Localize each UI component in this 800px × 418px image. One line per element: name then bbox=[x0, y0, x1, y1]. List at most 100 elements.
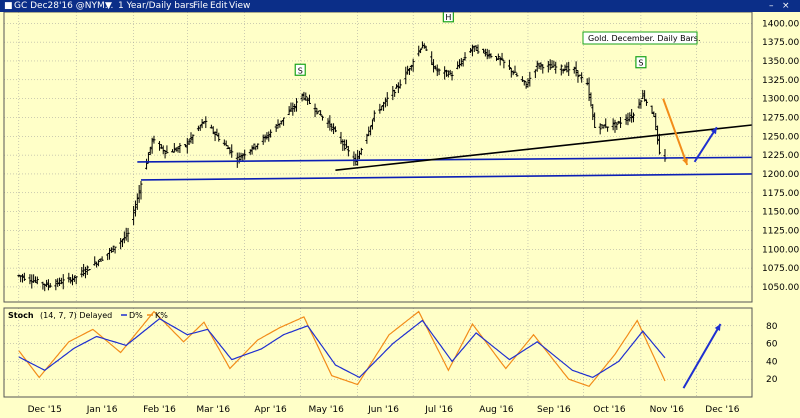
close-icon[interactable]: × bbox=[782, 1, 790, 11]
symbol-label: GC Dec28'16 @NYM... bbox=[14, 1, 114, 11]
price-bar bbox=[515, 72, 519, 77]
interval-label[interactable]: 1 Year/Daily bars bbox=[118, 1, 194, 11]
price-bar bbox=[269, 129, 273, 138]
price-bar bbox=[243, 149, 247, 160]
price-bar bbox=[580, 72, 584, 83]
price-bar bbox=[356, 149, 360, 166]
price-bar bbox=[230, 144, 234, 158]
price-bar bbox=[250, 145, 254, 155]
price-bar bbox=[485, 48, 489, 60]
menu-edit[interactable]: Edit bbox=[210, 1, 228, 11]
price-bar bbox=[289, 102, 293, 112]
price-bar bbox=[228, 147, 232, 155]
price-bar bbox=[628, 112, 632, 122]
stoch-y-tick-label: 80 bbox=[766, 322, 778, 332]
price-bar bbox=[500, 52, 504, 61]
price-bar bbox=[450, 71, 454, 81]
price-bar bbox=[593, 112, 597, 128]
price-bar bbox=[204, 116, 208, 129]
price-bar bbox=[535, 60, 539, 72]
price-bar bbox=[72, 275, 76, 282]
price-bar bbox=[476, 44, 480, 54]
y-tick-label: 1125.00 bbox=[762, 226, 799, 236]
price-bar bbox=[139, 180, 143, 200]
price-bar bbox=[307, 94, 311, 105]
y-tick-label: 1350.00 bbox=[762, 57, 799, 67]
price-trendlines: S H S bbox=[137, 12, 753, 181]
price-bar bbox=[602, 125, 606, 129]
x-tick-label: Nov '16 bbox=[650, 405, 685, 415]
price-bar bbox=[185, 137, 189, 154]
price-bar bbox=[43, 283, 47, 292]
x-tick-label: Aug '16 bbox=[479, 405, 514, 415]
legend-k: K% bbox=[155, 311, 168, 320]
price-bar bbox=[409, 64, 413, 71]
price-bar bbox=[98, 258, 102, 262]
svg-text:H: H bbox=[445, 13, 451, 22]
price-bar bbox=[407, 67, 411, 75]
chevron-down-icon: ▼ bbox=[105, 1, 112, 11]
price-bar bbox=[650, 105, 654, 114]
y-tick-label: 1275.00 bbox=[762, 113, 799, 123]
price-bar bbox=[482, 48, 486, 54]
price-bar bbox=[80, 267, 84, 278]
price-bar bbox=[572, 66, 576, 74]
price-bar bbox=[287, 106, 291, 116]
price-bar bbox=[385, 92, 389, 107]
price-bar bbox=[282, 117, 286, 126]
price-bar bbox=[643, 90, 647, 102]
menu-view[interactable]: View bbox=[229, 1, 251, 11]
price-bar bbox=[187, 138, 191, 146]
price-bar bbox=[615, 122, 619, 130]
price-bar bbox=[406, 65, 410, 75]
x-tick-label: Apr '16 bbox=[254, 405, 287, 415]
price-bar bbox=[265, 132, 269, 140]
price-bar bbox=[343, 139, 347, 151]
price-bar bbox=[494, 56, 498, 61]
window-title-bar: ■ GC Dec28'16 @NYM... ▼ 1 Year/Daily bar… bbox=[0, 0, 800, 12]
pattern-label: H bbox=[442, 12, 454, 23]
price-bar bbox=[22, 272, 26, 281]
price-bar bbox=[252, 143, 256, 150]
price-bar bbox=[21, 273, 25, 283]
price-bar bbox=[576, 70, 580, 83]
price-arrow bbox=[693, 126, 718, 163]
y-tick-label: 1300.00 bbox=[762, 95, 799, 105]
chart-area: S H S Dec '15 Jan '16 Feb '16 Mar '16 Apr '16 M… bbox=[0, 12, 800, 418]
price-bar bbox=[82, 263, 86, 277]
price-bar bbox=[191, 134, 195, 144]
price-bar bbox=[150, 137, 154, 154]
x-tick-label: Dec '16 bbox=[705, 405, 739, 415]
price-bar bbox=[172, 143, 176, 153]
price-bar bbox=[432, 59, 436, 73]
price-bar bbox=[422, 43, 426, 49]
price-bar bbox=[430, 51, 434, 66]
price-bar bbox=[470, 44, 474, 57]
price-bar bbox=[306, 97, 310, 105]
price-bar bbox=[487, 49, 491, 59]
price-bar bbox=[404, 66, 408, 85]
price-bar bbox=[632, 112, 636, 123]
price-bar bbox=[513, 65, 517, 73]
price-bar bbox=[137, 185, 141, 203]
price-bar bbox=[33, 276, 37, 283]
price-bar bbox=[463, 52, 467, 61]
minimize-icon[interactable]: – bbox=[769, 1, 774, 11]
price-bar bbox=[419, 48, 423, 54]
price-bar bbox=[69, 277, 73, 284]
price-bar bbox=[256, 143, 260, 150]
price-bar bbox=[200, 118, 204, 129]
price-bar bbox=[565, 62, 569, 73]
price-bar bbox=[589, 92, 593, 107]
price-bar bbox=[328, 115, 332, 131]
price-bar bbox=[624, 114, 628, 125]
price-bar bbox=[654, 113, 658, 131]
price-bar bbox=[424, 45, 428, 52]
price-bar bbox=[496, 53, 500, 61]
menu-file[interactable]: File bbox=[193, 1, 209, 11]
price-bar bbox=[124, 227, 128, 241]
price-bar bbox=[333, 126, 337, 133]
price-bar bbox=[217, 132, 221, 142]
price-bar bbox=[559, 64, 563, 76]
price-bar bbox=[291, 102, 295, 116]
